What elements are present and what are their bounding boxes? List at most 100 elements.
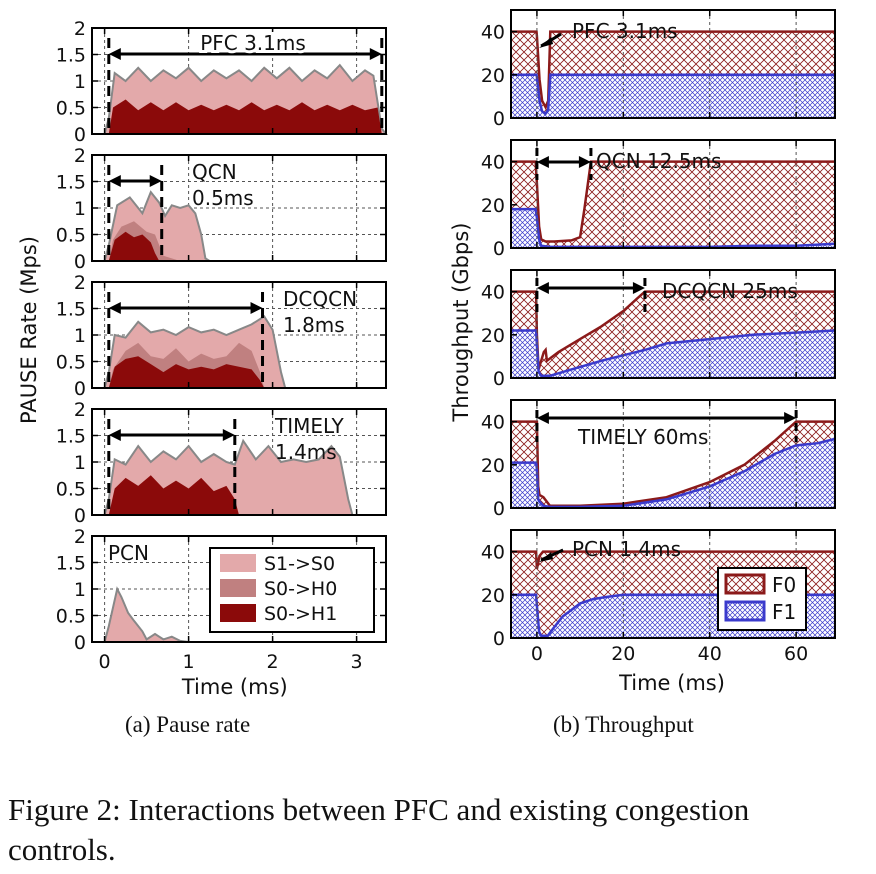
x-tick-label: 0	[531, 643, 543, 665]
y-tick-label: 2	[74, 272, 86, 294]
plot-frame	[510, 139, 836, 249]
y-tick-label: 1.5	[56, 172, 86, 194]
panel-label: PCN 1.4ms	[572, 537, 681, 561]
y-tick-label: 1	[74, 198, 86, 220]
y-tick-label: 1.5	[56, 299, 86, 321]
plot-frame	[510, 399, 836, 509]
legend-label-f1: F1	[772, 600, 796, 624]
y-tick-label: 20	[481, 65, 505, 87]
pause-panel-1: 0 0.5 1 1.5 2 PFC 3.1ms	[56, 18, 389, 146]
span-arrow-head-left	[108, 302, 121, 314]
span-arrow-head-right	[222, 429, 235, 441]
x-tick-label: 40	[698, 643, 722, 665]
legend-label-s0-h1: S0->H1	[264, 603, 337, 625]
span-arrow-head-right	[149, 175, 162, 187]
y-tick-label: 1	[74, 71, 86, 93]
y-axis-label: PAUSE Rate (Mps)	[17, 236, 41, 424]
area-s0-h1	[108, 99, 382, 134]
legend-swatch-f0	[724, 573, 766, 595]
y-tick-label: 40	[481, 282, 505, 304]
y-tick-label: 0	[74, 124, 86, 146]
line-f0	[511, 550, 835, 570]
y-tick-label: 0	[493, 368, 505, 390]
legend-swatch-s1-s0	[220, 554, 256, 572]
y-axis-label: Throughput (Gbps)	[449, 223, 473, 423]
area-f1	[511, 330, 835, 378]
x-tick-label: 60	[784, 643, 808, 665]
figure-caption: Figure 2: Interactions between PFC and e…	[8, 792, 750, 867]
y-tick-label: 20	[481, 455, 505, 477]
area-f1	[511, 438, 835, 508]
panel-content	[511, 290, 835, 378]
subcaption-b: (b) Throughput	[553, 712, 694, 737]
span-arrow-head-left	[536, 412, 549, 424]
legend-label-s1-s0: S1->S0	[264, 553, 335, 575]
throughput-panel-4: 0 20 40 TIMELY 60ms	[481, 399, 836, 520]
span-arrow-head-right	[250, 302, 263, 314]
plot-frame	[510, 529, 836, 639]
x-axis-label: Time (ms)	[618, 671, 725, 695]
y-tick-label: 1.5	[56, 45, 86, 67]
panel-label: TIMELY	[274, 414, 344, 438]
panel-label: QCN	[192, 160, 237, 184]
plot-frame	[510, 9, 836, 119]
y-tick-label: 0	[74, 251, 86, 273]
throughput-panel-2: 0 20 40 QCN 12.5ms	[481, 139, 836, 260]
legend-swatch-s0-h1	[220, 604, 256, 622]
y-tick-label: 0.5	[56, 352, 86, 374]
span-arrow-head-right	[369, 48, 382, 60]
throughput-panel-1: 0 20 40 PFC 3.1ms	[481, 9, 836, 130]
line-f1	[511, 73, 835, 116]
y-tick-label: 0	[74, 378, 86, 400]
y-tick-label: 0	[493, 108, 505, 130]
y-tick-label: 1	[74, 579, 86, 601]
y-tick-label: 0	[493, 498, 505, 520]
y-tick-label: 0.5	[56, 606, 86, 628]
y-tick-label: 1.5	[56, 553, 86, 575]
y-tick-label: 0	[74, 505, 86, 527]
span-arrow-head-left	[536, 156, 549, 168]
panel-content	[511, 160, 835, 248]
panel-label: PFC 3.1ms	[200, 31, 306, 55]
panel-label: 1.8ms	[283, 313, 345, 337]
panel-label: 0.5ms	[192, 186, 254, 210]
panel-label: DCQCN 25ms	[662, 279, 798, 303]
x-tick-label: 1	[183, 651, 195, 673]
y-tick-label: 20	[481, 195, 505, 217]
line-f0	[511, 30, 835, 111]
area-f0	[511, 161, 835, 248]
y-tick-label: 2	[74, 18, 86, 40]
y-tick-label: 1	[74, 452, 86, 474]
span-arrow-head-right	[578, 156, 591, 168]
y-tick-label: 0.5	[56, 225, 86, 247]
panel-label: QCN 12.5ms	[596, 149, 721, 173]
area-s0-h1	[108, 231, 160, 261]
span-arrow-head-left	[108, 175, 121, 187]
y-tick-label: 0	[493, 628, 505, 650]
panel-content	[511, 30, 835, 118]
y-tick-label: 20	[481, 325, 505, 347]
legend: S1->S0 S0->H0 S0->H1	[209, 547, 375, 633]
area-s0-h1	[108, 356, 265, 388]
legend-label-s0-h0: S0->H0	[264, 578, 337, 600]
y-tick-label: 40	[481, 412, 505, 434]
area-s0-h1	[108, 475, 239, 515]
y-tick-label: 0.5	[56, 98, 86, 120]
area-s1-s0	[103, 586, 189, 643]
area-f1	[511, 74, 835, 118]
line-f1	[511, 437, 835, 508]
throughput-panel-3: 0 20 40 DCQCN 25ms	[481, 269, 836, 390]
y-tick-label: 1	[74, 325, 86, 347]
x-tick-label: 2	[267, 651, 279, 673]
y-tick-label: 2	[74, 526, 86, 548]
y-tick-label: 0	[74, 632, 86, 654]
y-tick-label: 2	[74, 399, 86, 421]
y-tick-label: 40	[481, 152, 505, 174]
panel-label: 1.4ms	[275, 440, 337, 464]
line-f1	[511, 207, 835, 248]
